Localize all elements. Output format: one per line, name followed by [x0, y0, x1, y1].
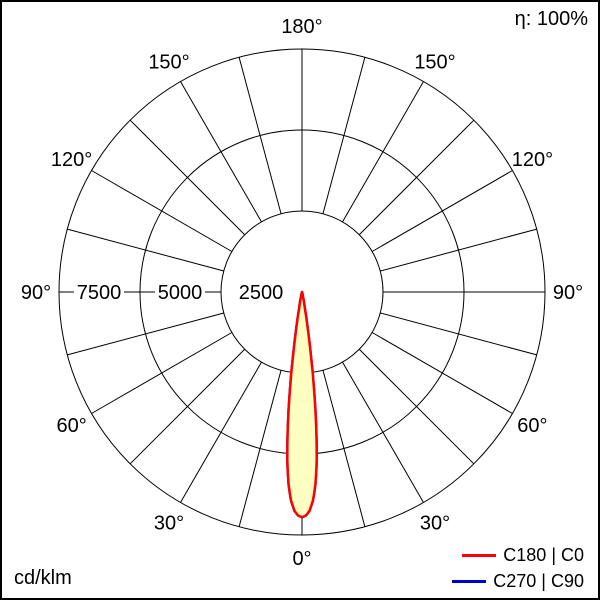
angle-label: 30°	[420, 512, 450, 534]
grid-spoke	[380, 312, 537, 356]
legend-line-c180-c0-icon	[462, 553, 497, 557]
legend-label-c180-c0: C180 | C0	[503, 545, 584, 565]
angle-label: 30°	[154, 512, 184, 534]
grid-spoke	[67, 228, 224, 272]
grid-spoke	[180, 361, 262, 503]
grid-spoke	[342, 81, 424, 223]
grid-spoke	[180, 81, 262, 223]
grid-spoke	[380, 228, 537, 272]
angle-label: 90°	[21, 282, 51, 304]
angle-label: 60°	[56, 415, 86, 437]
angle-label: 180°	[281, 16, 322, 38]
grid-spoke	[238, 57, 282, 214]
angle-label: 0°	[292, 548, 311, 570]
angle-label: 60°	[517, 415, 547, 437]
legend-line-c270-c90-icon	[452, 579, 487, 583]
legend-item-c270-c90: C270 | C90	[452, 570, 584, 592]
grid-spoke	[91, 170, 233, 252]
angle-label: 150°	[414, 52, 455, 74]
grid-spoke	[238, 370, 282, 527]
series-curve-c180-c0	[286, 290, 318, 519]
grid-spoke	[358, 348, 475, 465]
grid-spoke	[371, 170, 513, 252]
radial-tick-label: 5000	[158, 282, 203, 304]
radial-tick-label-bg	[155, 282, 205, 302]
grid-spoke	[322, 57, 366, 214]
radial-tick-label: 7500	[77, 282, 122, 304]
angle-label: 90°	[553, 282, 583, 304]
legend-item-c180-c0: C180 | C0	[452, 544, 584, 566]
legend-label-c270-c90: C270 | C90	[493, 571, 584, 591]
grid-spoke	[371, 332, 513, 414]
efficiency-label: η: 100%	[514, 8, 588, 30]
grid-spoke	[129, 119, 246, 236]
unit-label: cd/klm	[14, 567, 72, 589]
angle-label: 120°	[51, 149, 92, 171]
grid-spoke	[322, 370, 366, 527]
angle-label: 150°	[148, 52, 189, 74]
grid-spoke	[91, 332, 233, 414]
grid-spoke	[342, 361, 424, 503]
grid-spoke	[67, 312, 224, 356]
radial-tick-label: 2500	[239, 282, 284, 304]
grid-spoke	[358, 119, 475, 236]
angle-label: 120°	[512, 149, 553, 171]
grid-spoke	[129, 348, 246, 465]
radial-tick-label-bg	[236, 282, 286, 302]
legend: C180 | C0 C270 | C90	[452, 544, 584, 592]
radial-tick-label-bg	[74, 282, 124, 302]
